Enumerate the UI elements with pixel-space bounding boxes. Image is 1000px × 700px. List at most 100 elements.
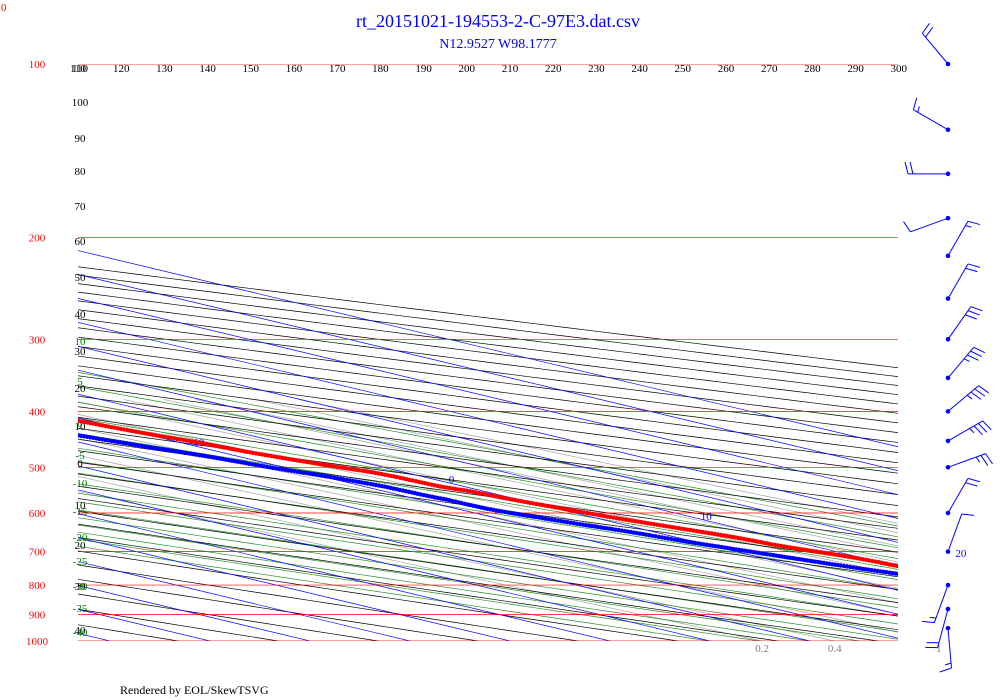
dewpoint-point [55, 429, 59, 433]
dewpoint-point [58, 430, 62, 434]
dewpoint-point [940, 578, 944, 582]
theta-tick-label: 170 [329, 63, 346, 75]
temperature-point [7, 407, 11, 411]
temperature-point [911, 567, 915, 571]
temperature-point [992, 579, 996, 583]
wind-barb-staff [947, 263, 969, 299]
dry-adiabat-line [78, 450, 898, 565]
temperature-point [22, 409, 26, 413]
dewpoint-point [23, 424, 27, 428]
moist-adiabat-line [78, 447, 898, 581]
theta-tick-label: 160 [286, 63, 303, 75]
pressure-tick-label: 800 [29, 580, 46, 592]
wind-barb-station [945, 127, 951, 133]
dry-adiabat-line [78, 523, 881, 641]
height-label: 20 [75, 540, 87, 552]
temperature-point [10, 407, 14, 411]
isotherm-line [78, 321, 898, 519]
wind-barb-staff [947, 346, 975, 379]
wind-barb-staff [913, 109, 949, 131]
moist-adiabat-line [78, 386, 898, 538]
wind-barb-flag [965, 267, 978, 273]
dry-adiabat-line [78, 266, 898, 369]
dewpoint-point [44, 427, 48, 431]
moist-adiabat-line [78, 492, 898, 617]
height-label: 30 [75, 581, 87, 593]
isotherm-line [78, 274, 898, 472]
isotherm-line [78, 489, 712, 641]
dewpoint-point [53, 429, 57, 433]
moist-adiabat-line [78, 433, 898, 570]
dewpoint-point [909, 574, 913, 578]
wind-barb-half-flag [965, 225, 972, 228]
mixing-ratio-line [195, 399, 898, 547]
dewpoint-point [915, 575, 919, 579]
wind-barb-station [945, 510, 951, 516]
temperature-point [952, 573, 956, 577]
temperature-point [933, 571, 937, 575]
mixing-ratio-line [78, 427, 898, 604]
moist-adiabat-line [78, 524, 863, 641]
wind-barb-flag [961, 513, 975, 516]
isotherm-line [78, 298, 898, 495]
wind-barb-flag [974, 388, 986, 397]
dewpoint-point [937, 578, 941, 582]
dewpoint-point [928, 577, 932, 581]
dewpoint-point [967, 582, 971, 586]
temperature-point [928, 570, 932, 574]
wind-barb-staff [947, 220, 969, 257]
isotherm-label: 20 [955, 548, 967, 560]
temperature-point [955, 574, 959, 578]
wind-barb-flag [973, 425, 983, 436]
dry-adiabat-line [78, 608, 281, 641]
wind-barb-flag [925, 26, 934, 38]
theta-tick-label: 150 [243, 63, 260, 75]
dry-adiabat-line [78, 318, 898, 424]
wind-barb-flag [965, 482, 978, 487]
height-label: 80 [75, 166, 87, 178]
wind-barb-station [945, 465, 951, 470]
temperature-point [964, 575, 968, 579]
wind-barb-staff [947, 478, 969, 514]
temperature-point [995, 580, 999, 584]
wind-barb-flag [967, 263, 981, 268]
height-label: 50 [75, 272, 87, 284]
pressure-tick-label: 700 [29, 547, 46, 559]
wind-barb-half-flag [969, 428, 975, 434]
wind-barb-flag [904, 161, 909, 174]
wind-barb-staff [933, 584, 949, 623]
temperature-point [908, 566, 912, 570]
wind-barb-half-flag [917, 106, 920, 113]
dry-adiabat-line [78, 461, 898, 578]
mixing-ratio-line [78, 491, 764, 641]
theta-tick-label: 120 [113, 63, 130, 75]
temperature-point [19, 409, 23, 413]
moist-adiabat-line [78, 472, 898, 600]
isotherm-line [78, 465, 812, 641]
temperature-point [986, 578, 990, 582]
theta-tick-label: 260 [718, 63, 735, 75]
temperature-point [913, 567, 917, 571]
moist-adiabat-side-label: -40 [73, 627, 88, 639]
temperature-point [958, 574, 962, 578]
mixing-ratio-line [163, 399, 898, 554]
dewpoint-point [961, 582, 965, 586]
wind-barb-station [945, 625, 951, 631]
wind-barb-flag [970, 350, 982, 357]
dewpoint-point [918, 575, 922, 579]
dewpoint-point [986, 586, 990, 590]
dewpoint-point [35, 426, 39, 430]
wind-barb-station [945, 582, 951, 588]
temperature-point [58, 415, 62, 419]
wind-barb-station [945, 296, 951, 301]
height-label: 110 [72, 63, 89, 75]
wind-barb-station [945, 336, 951, 342]
moist-adiabat-side-label: 0 [77, 418, 83, 430]
temperature-point [13, 408, 17, 412]
dewpoint-point [925, 576, 929, 580]
pressure-tick-label: 400 [29, 406, 46, 418]
wind-barb-flag [982, 420, 992, 431]
dewpoint-point [2, 420, 6, 424]
wind-barb-flag [965, 314, 977, 320]
wind-barb-station [945, 253, 951, 259]
